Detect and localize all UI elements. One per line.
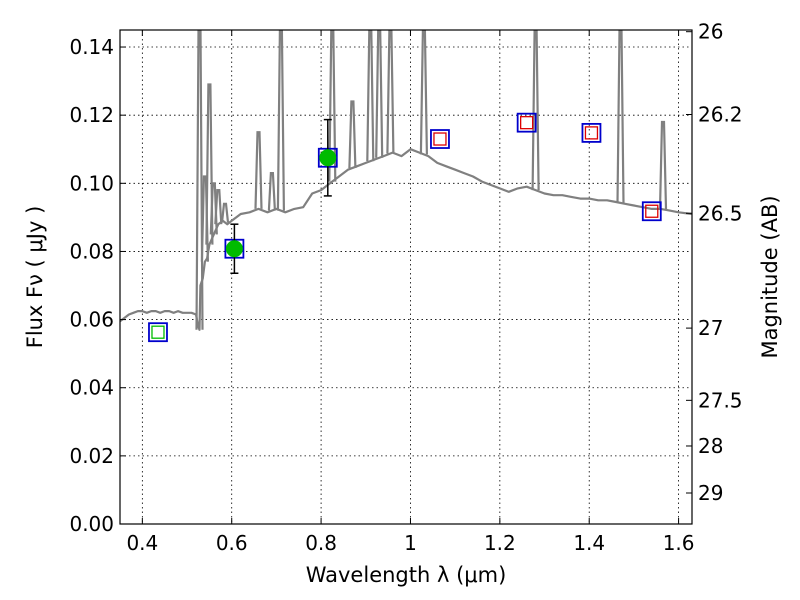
plot-frame <box>119 29 693 525</box>
x-tick-label: 1 <box>404 531 417 555</box>
data-point <box>319 149 337 167</box>
model-flux-marker <box>641 201 662 222</box>
data-point <box>225 240 243 258</box>
x-tick-label: 1.6 <box>663 531 695 555</box>
x-tick-label: 1.2 <box>484 531 516 555</box>
spectrum-line <box>120 148 692 331</box>
emission-line <box>616 30 625 203</box>
emission-line <box>220 202 230 223</box>
y-tick-label: 0.08 <box>69 239 114 263</box>
emission-line <box>531 30 540 191</box>
inner-marker <box>584 126 599 140</box>
y-tick-label: 0.04 <box>69 376 114 400</box>
plot-area <box>120 30 692 343</box>
emission-line <box>386 30 395 154</box>
y-axis-label: Flux Fν ( μJy ) <box>23 206 47 349</box>
model-flux-marker <box>148 322 168 343</box>
axes: 0.4 0.6 0.8 1 1.2 1.4 1.6 0.00 0.02 0.04 0.06 0.08 0… <box>69 20 742 555</box>
emission-line <box>205 83 214 245</box>
right-tick-label: 27 <box>698 316 723 340</box>
right-tick-label: 28 <box>698 434 723 458</box>
emission-line <box>267 172 276 211</box>
emission-line <box>195 30 204 330</box>
emission-line <box>328 30 337 182</box>
y-tick-label: 0.10 <box>69 171 114 195</box>
inner-marker <box>433 132 447 146</box>
inner-marker <box>520 116 534 130</box>
right-tick-label: 29 <box>698 481 723 505</box>
inner-marker <box>151 325 165 339</box>
emission-line <box>366 30 375 162</box>
emission-line <box>348 100 357 169</box>
y-tick-label: 0.12 <box>69 103 114 127</box>
right-tick-label: 26 <box>698 20 723 44</box>
model-flux-marker <box>430 129 450 149</box>
right-tick-label: 27.5 <box>698 388 743 412</box>
emission-line <box>276 30 285 211</box>
x-tick-label: 0.8 <box>305 531 337 555</box>
inner-marker <box>645 204 659 218</box>
y-tick-label: 0.14 <box>69 35 114 59</box>
model-flux-marker <box>581 122 602 143</box>
x-tick-label: 0.6 <box>216 531 248 555</box>
y-tick-label: 0.06 <box>69 308 114 332</box>
x-tick-label: 1.4 <box>573 531 605 555</box>
emission-line <box>254 131 263 209</box>
y-tick-label: 0.02 <box>69 444 114 468</box>
emission-line <box>419 30 428 155</box>
x-axis-label: Wavelength λ (μm) <box>306 563 507 587</box>
right-tick-label: 26.2 <box>698 102 743 126</box>
x-tick-label: 0.4 <box>126 531 158 555</box>
right-axis-label: Magnitude (AB) <box>758 195 782 358</box>
emission-line <box>375 30 384 158</box>
right-tick-label: 26.5 <box>698 201 743 225</box>
emission-line <box>658 120 668 210</box>
model-flux-marker <box>516 112 537 133</box>
emission-line <box>214 189 223 225</box>
y-tick-label: 0.00 <box>69 512 114 536</box>
grid <box>120 30 692 525</box>
